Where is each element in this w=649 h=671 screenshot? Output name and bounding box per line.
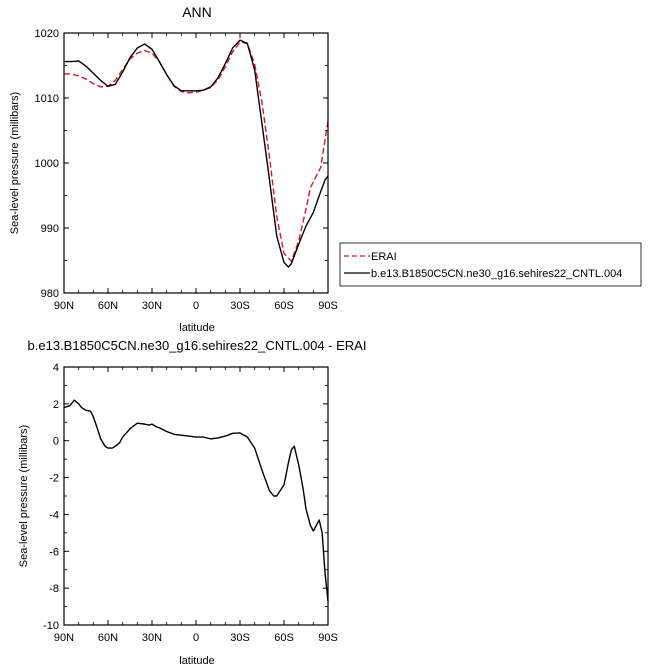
bottom-x-tick-label: 0	[193, 632, 199, 644]
bottom-ticks-layer: 90N 60N 30N 0 30S 60S 90S -10 -8 -6 -4 -2 0 2 4	[43, 362, 338, 644]
top-plot-frame	[63, 32, 329, 294]
top-panel: ANN 90N 60N 30N 0 30S 60S 90S 980 990 1000 1010 102…	[9, 4, 642, 334]
bottom-plot-frame	[63, 366, 329, 626]
bottom-y-tick-label: -8	[49, 583, 59, 595]
bottom-x-tick-label: 90S	[318, 632, 338, 644]
top-x-tick-label: 60S	[274, 300, 294, 312]
bottom-series-layer	[63, 399, 329, 602]
top-series-line-erai	[64, 41, 329, 262]
top-x-tick-label: 90N	[54, 300, 74, 312]
bottom-x-tick-label: 30N	[142, 632, 162, 644]
top-x-tick-label: 30N	[142, 300, 162, 312]
top-x-tick-label: 90S	[318, 300, 338, 312]
bottom-x-tick-label: 60S	[274, 632, 294, 644]
top-x-tick-label: 60N	[98, 300, 118, 312]
top-x-tick-label: 0	[193, 300, 199, 312]
bottom-chart-title: b.e13.B1850C5CN.ne30_g16.sehires22_CNTL.…	[28, 338, 367, 353]
top-y-tick-label: 1000	[35, 158, 59, 170]
legend-label-erai: ERAI	[371, 251, 397, 263]
top-y-tick-label: 1020	[35, 28, 59, 40]
top-series-line-model	[64, 39, 329, 268]
bottom-y-tick-label: 4	[53, 362, 59, 374]
top-y-tick-label: 980	[41, 288, 59, 300]
bottom-y-tick-label: -6	[49, 546, 59, 558]
bottom-y-axis-label: Sea-level pressure (millibars)	[18, 425, 30, 567]
bottom-series-line-difference	[63, 399, 329, 602]
bottom-y-tick-label: 2	[53, 399, 59, 411]
bottom-x-axis-label: latitude	[179, 655, 214, 667]
bottom-y-tick-label: -2	[49, 473, 59, 485]
top-ticks-layer: 90N 60N 30N 0 30S 60S 90S 980 990 1000 1010 1020	[35, 28, 338, 312]
top-legend: ERAI b.e13.B1850C5CN.ne30_g16.sehires22_…	[339, 242, 642, 287]
bottom-panel: b.e13.B1850C5CN.ne30_g16.sehires22_CNTL.…	[18, 338, 366, 667]
top-series-layer	[64, 39, 329, 268]
legend-box	[339, 242, 642, 287]
top-y-tick-label: 1010	[35, 93, 59, 105]
bottom-y-tick-label: 0	[53, 436, 59, 448]
bottom-x-tick-label: 30S	[230, 632, 250, 644]
bottom-x-tick-label: 90N	[54, 632, 74, 644]
legend-label-model: b.e13.B1850C5CN.ne30_g16.sehires22_CNTL.…	[371, 268, 622, 280]
top-x-tick-label: 30S	[230, 300, 250, 312]
bottom-y-tick-label: -10	[43, 620, 59, 632]
top-y-axis-label: Sea-level pressure (millibars)	[9, 92, 21, 234]
top-x-axis-label: latitude	[179, 322, 214, 334]
bottom-y-tick-label: -4	[49, 509, 59, 521]
top-chart-title: ANN	[182, 4, 212, 20]
top-y-tick-label: 990	[41, 223, 59, 235]
bottom-x-tick-label: 60N	[98, 632, 118, 644]
